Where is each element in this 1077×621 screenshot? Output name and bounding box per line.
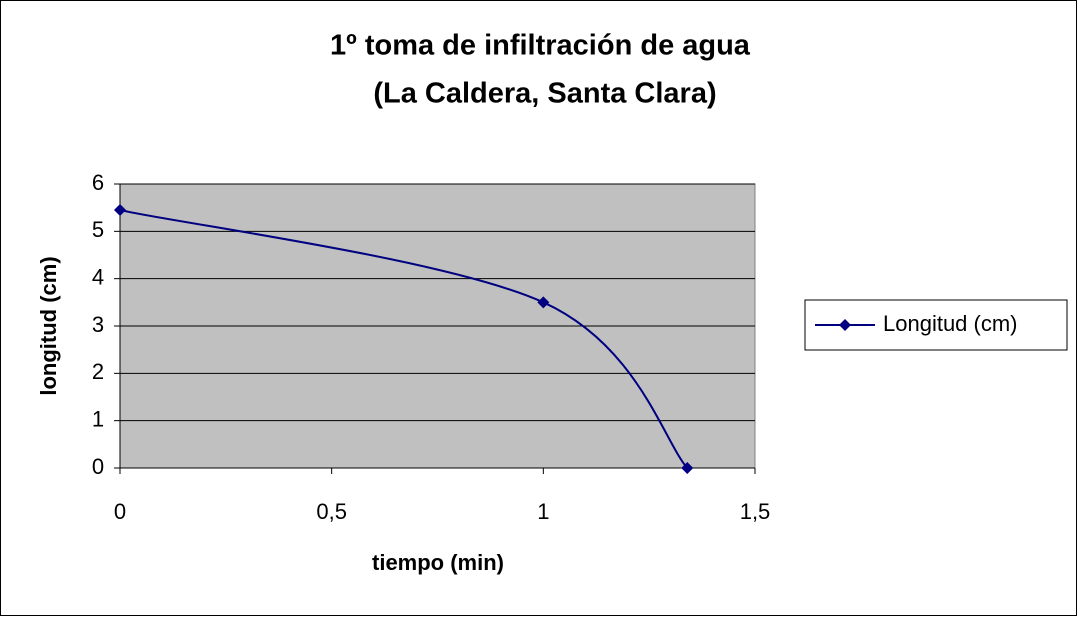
x-axis-label: tiempo (min) [372, 550, 504, 575]
y-tick-label: 2 [92, 359, 104, 384]
data-point [681, 462, 694, 474]
y-tick-label: 1 [92, 406, 104, 431]
chart-title: 1º toma de infiltración de agua [330, 30, 751, 62]
x-tick-label: 0,5 [316, 499, 347, 524]
y-tick-label: 3 [92, 312, 104, 337]
data-point [537, 296, 550, 309]
series-line [119, 209, 689, 469]
data-point [114, 204, 126, 217]
y-tick-label: 4 [92, 264, 104, 289]
x-tick-label: 0 [114, 499, 126, 524]
y-tick-label: 5 [92, 217, 104, 242]
x-tick-label: 1 [537, 499, 549, 524]
legend-marker [839, 319, 851, 331]
y-axis-label: longitud (cm) [36, 256, 61, 395]
y-tick-label: 0 [92, 454, 104, 479]
y-tick-label: 6 [92, 170, 104, 195]
legend-label: Longitud (cm) [883, 311, 1018, 336]
x-tick-label: 1,5 [740, 499, 771, 524]
chart-title: (La Caldera, Santa Clara) [373, 78, 716, 110]
